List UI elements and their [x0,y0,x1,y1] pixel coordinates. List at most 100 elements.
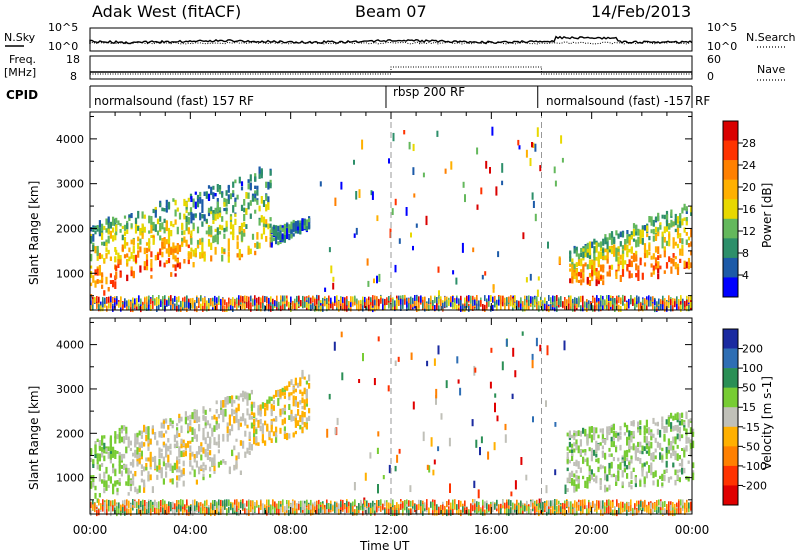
data-cell [121,437,123,443]
data-cell [146,260,148,266]
data-cell [251,444,253,451]
data-cell [187,416,189,421]
clutter-cell [392,500,394,506]
clutter-cell [124,500,126,506]
clutter-cell [202,505,204,511]
clutter-cell [510,300,512,306]
clutter-cell [574,508,576,514]
clutter-cell [144,508,146,514]
data-cell [183,461,185,467]
clutter-cell [172,502,174,508]
clutter-cell [364,302,366,308]
data-cell [593,473,595,477]
clutter-cell [680,508,682,514]
clutter-cell [154,299,156,305]
clutter-cell [188,302,190,308]
data-cell [155,224,157,232]
data-cell [197,202,199,207]
clutter-cell [352,296,354,302]
data-cell [103,488,105,493]
clutter-cell [322,306,324,312]
clutter-cell [248,301,250,307]
data-cell [652,434,654,438]
data-cell [124,237,126,242]
clutter-cell [326,298,328,304]
clutter-cell [548,295,550,301]
data-cell [176,456,178,460]
clutter-cell [454,504,456,510]
isolated-cell [377,431,379,436]
clutter-cell [416,301,418,307]
data-cell [141,479,143,483]
data-cell [132,480,134,486]
data-cell [178,418,180,422]
data-cell [611,427,613,433]
data-cell [653,253,655,259]
data-cell [617,471,619,478]
data-cell [112,218,114,226]
clutter-cell [106,306,108,312]
isolated-cell [536,338,538,346]
data-cell [620,275,622,282]
data-cell [250,200,252,206]
data-cell [161,238,163,241]
data-cell [629,271,631,279]
data-cell [200,455,202,461]
data-cell [231,409,233,417]
clutter-cell [568,501,570,507]
clutter-cell [676,304,678,310]
isolated-cell [340,182,342,190]
data-cell [202,462,204,466]
data-cell [686,232,688,236]
data-cell [688,461,690,464]
data-cell [251,390,253,395]
data-cell [219,225,221,230]
clutter-cell [496,500,498,506]
data-cell [166,200,168,207]
clutter-cell [96,296,98,302]
data-cell [202,406,204,414]
data-cell [591,435,593,443]
data-cell [679,455,681,459]
x-tick-label: 16:00 [474,523,509,537]
isolated-cell [423,173,425,178]
data-cell [596,257,598,261]
data-cell [655,266,657,270]
isolated-cell [458,379,460,383]
data-cell [672,426,674,432]
data-cell [250,183,252,191]
data-cell [679,233,681,238]
data-cell [635,446,637,449]
clutter-cell [304,503,306,509]
clutter-cell [320,507,322,513]
data-cell [239,226,241,232]
data-cell [122,247,124,251]
data-cell [668,239,670,247]
clutter-cell [312,303,314,309]
data-cell [134,433,136,440]
y-tick-label: 2000 [56,427,84,440]
data-cell [114,281,116,289]
clutter-cell [592,501,594,507]
clutter-cell [470,505,472,511]
clutter-cell [368,507,370,513]
clutter-cell [482,506,484,512]
clutter-cell [486,503,488,509]
data-cell [250,249,252,255]
clutter-cell [300,501,302,507]
data-cell [297,409,299,416]
data-cell [180,451,182,457]
nsearch-tick-top: 10^5 [707,21,737,34]
clutter-cell [484,510,486,516]
data-cell [152,457,154,462]
data-cell [133,246,135,253]
clutter-cell [258,508,260,514]
data-cell [205,410,207,415]
clutter-cell [456,298,458,304]
data-cell [97,439,99,442]
data-cell [633,468,635,472]
clutter-cell [596,500,598,506]
clutter-cell [594,504,596,510]
clutter-cell [314,299,316,305]
data-cell [99,228,101,234]
